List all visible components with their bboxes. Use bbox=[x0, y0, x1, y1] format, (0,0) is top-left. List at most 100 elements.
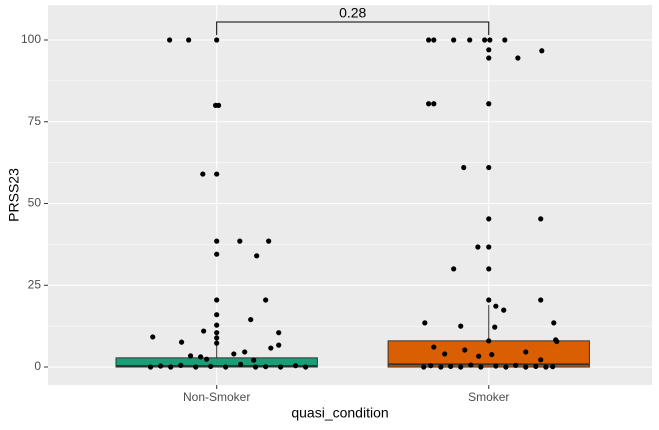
point bbox=[486, 297, 492, 303]
point bbox=[150, 334, 156, 340]
point bbox=[431, 37, 437, 43]
point bbox=[178, 362, 184, 368]
point bbox=[550, 364, 556, 370]
point bbox=[223, 364, 229, 370]
point bbox=[431, 344, 437, 350]
point bbox=[266, 238, 272, 244]
point bbox=[486, 101, 492, 107]
point bbox=[487, 37, 493, 43]
point bbox=[513, 362, 519, 368]
point bbox=[303, 364, 309, 370]
point bbox=[231, 351, 237, 357]
point bbox=[158, 363, 164, 369]
point bbox=[200, 171, 206, 177]
y-tick-label: 25 bbox=[28, 277, 42, 291]
point bbox=[193, 364, 199, 370]
point bbox=[486, 216, 492, 222]
point bbox=[543, 364, 549, 370]
point bbox=[533, 363, 539, 369]
point bbox=[251, 357, 257, 363]
point bbox=[438, 364, 444, 370]
point bbox=[523, 349, 529, 355]
point bbox=[538, 297, 544, 303]
point bbox=[248, 316, 254, 323]
bracket bbox=[216, 21, 490, 36]
point bbox=[486, 164, 492, 171]
point bbox=[276, 330, 282, 336]
point bbox=[539, 48, 545, 54]
y-axis-title: PRSS23 bbox=[6, 168, 22, 222]
point bbox=[292, 363, 299, 369]
point bbox=[458, 364, 464, 370]
point bbox=[198, 354, 204, 360]
point bbox=[242, 349, 248, 355]
point bbox=[467, 37, 473, 43]
point bbox=[167, 37, 173, 43]
point bbox=[178, 339, 185, 345]
point bbox=[486, 338, 492, 344]
point bbox=[486, 244, 492, 250]
point bbox=[263, 364, 269, 370]
point bbox=[214, 251, 220, 257]
point bbox=[186, 37, 192, 43]
point bbox=[214, 340, 220, 346]
x-tick-label: Smoker bbox=[468, 390, 509, 404]
point bbox=[201, 328, 207, 334]
point bbox=[208, 363, 214, 369]
point bbox=[263, 297, 269, 303]
point bbox=[214, 322, 220, 328]
y-tick-label: 100 bbox=[21, 32, 41, 46]
point bbox=[448, 363, 454, 369]
point bbox=[237, 238, 243, 244]
point bbox=[276, 342, 282, 348]
point bbox=[486, 55, 492, 61]
point bbox=[478, 364, 484, 370]
point bbox=[482, 37, 488, 43]
point bbox=[214, 335, 220, 341]
point bbox=[551, 320, 557, 326]
point bbox=[215, 102, 222, 108]
point bbox=[426, 37, 432, 43]
point bbox=[538, 216, 544, 222]
point bbox=[421, 364, 427, 370]
x-axis-title: quasi_condition bbox=[291, 405, 388, 421]
point bbox=[461, 164, 467, 171]
point bbox=[268, 345, 274, 351]
point bbox=[458, 323, 464, 329]
point bbox=[501, 307, 507, 313]
point bbox=[476, 353, 482, 359]
point bbox=[187, 353, 194, 359]
point bbox=[426, 101, 432, 107]
point bbox=[538, 357, 544, 363]
y-tick-label: 50 bbox=[28, 196, 42, 210]
x-tick-label: Non-Smoker bbox=[183, 390, 250, 404]
point bbox=[214, 238, 220, 244]
point bbox=[462, 347, 468, 353]
point bbox=[254, 253, 260, 259]
point bbox=[204, 356, 210, 362]
point bbox=[523, 364, 529, 370]
point bbox=[502, 37, 508, 43]
y-tick-label: 0 bbox=[34, 359, 41, 373]
panel bbox=[48, 5, 652, 385]
point bbox=[431, 101, 437, 107]
point bbox=[489, 351, 495, 358]
point bbox=[442, 351, 448, 357]
point bbox=[214, 312, 220, 318]
point bbox=[492, 324, 498, 330]
point bbox=[503, 364, 509, 370]
point bbox=[422, 320, 428, 326]
point bbox=[493, 363, 499, 369]
point bbox=[252, 364, 259, 370]
point bbox=[214, 171, 220, 177]
point bbox=[515, 55, 521, 61]
point bbox=[451, 266, 457, 272]
y-tick-label: 75 bbox=[28, 114, 42, 128]
bracket-label: 0.28 bbox=[339, 5, 366, 21]
point bbox=[428, 363, 434, 369]
point bbox=[468, 362, 474, 368]
point bbox=[486, 47, 492, 53]
point bbox=[493, 303, 499, 309]
